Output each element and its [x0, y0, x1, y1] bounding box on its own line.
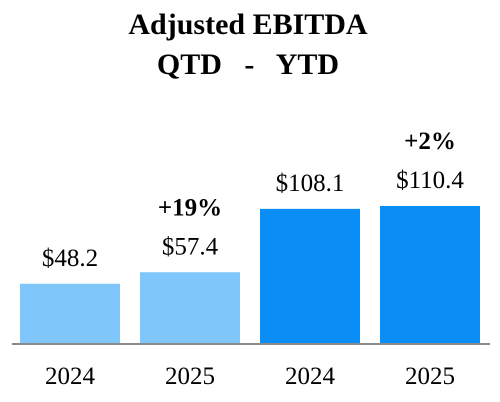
bars-group	[20, 206, 480, 344]
x-tick-label-2: 2025	[165, 363, 215, 390]
bar-3	[260, 208, 360, 344]
x-tick-label-3: 2024	[285, 363, 336, 390]
bar-2	[140, 272, 240, 344]
value-label-4: $110.4	[396, 167, 464, 194]
x-tick-label-1: 2024	[45, 363, 96, 390]
value-label-2: $57.4	[162, 233, 219, 260]
change-label-4: +2%	[404, 128, 456, 155]
chart-subtitle: QTD - YTD	[157, 48, 339, 81]
chart-title: Adjusted EBITDA	[128, 8, 368, 41]
x-tick-label-4: 2025	[405, 363, 455, 390]
bar-1	[20, 283, 120, 344]
labels-group: $48.2 2024 $57.4 +19% 2025 $108.1 2024 $110.4 +2…	[42, 128, 465, 390]
change-label-2: +19%	[158, 194, 222, 221]
bar-4	[380, 206, 480, 344]
value-label-3: $108.1	[276, 170, 345, 197]
value-label-1: $48.2	[42, 245, 98, 272]
